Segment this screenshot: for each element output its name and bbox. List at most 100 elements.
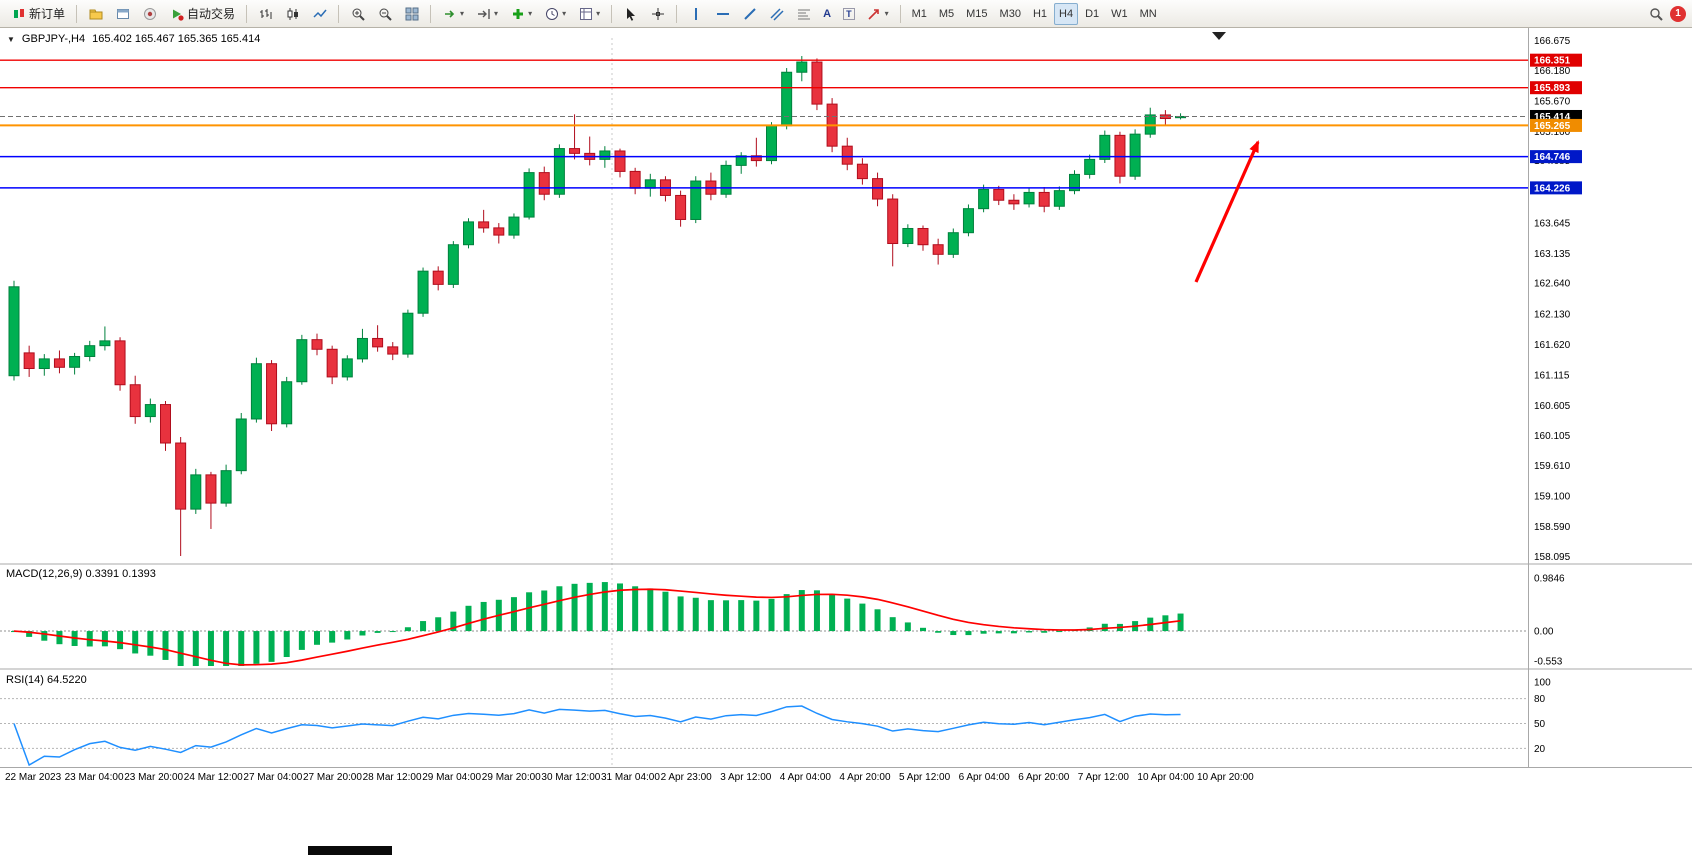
community-icon	[142, 6, 157, 21]
crosshair-button[interactable]	[645, 3, 670, 25]
community-button[interactable]	[137, 3, 162, 25]
svg-text:4 Apr 20:00: 4 Apr 20:00	[839, 772, 891, 783]
templates-button[interactable]: ▾	[573, 3, 605, 25]
svg-text:30 Mar 12:00: 30 Mar 12:00	[541, 772, 600, 783]
candle-up	[356, 337, 368, 360]
candle-up	[796, 61, 808, 73]
fibonacci-button[interactable]	[791, 3, 816, 25]
svg-text:163.645: 163.645	[1534, 218, 1571, 229]
text-button[interactable]: A	[818, 3, 836, 25]
label-button[interactable]: T	[838, 3, 860, 25]
horizontal-line-button[interactable]	[710, 3, 735, 25]
line-chart-icon	[312, 6, 327, 21]
candle-up	[447, 244, 459, 285]
price-box-resistance	[1530, 53, 1582, 67]
notification-badge[interactable]: 1	[1670, 5, 1686, 22]
svg-text:28 Mar 12:00: 28 Mar 12:00	[363, 772, 422, 783]
candle-up	[735, 155, 747, 166]
auto-trading-button[interactable]: 自动交易	[164, 3, 240, 25]
svg-text:29 Mar 20:00: 29 Mar 20:00	[482, 772, 541, 783]
chart-canvas[interactable]: 166.675166.180165.670165.160164.685164.1…	[0, 28, 1692, 855]
candle-down	[1008, 199, 1020, 205]
arrow-tool-icon	[867, 6, 882, 21]
candle-down	[160, 404, 171, 444]
price-box-level	[1530, 118, 1582, 132]
search-button[interactable]	[1643, 3, 1668, 25]
vertical-line-button[interactable]	[683, 3, 708, 25]
candle-up	[341, 358, 353, 378]
candle-down	[872, 178, 884, 200]
toolbar: 新订单 自动交易 ▾ ▾ ▾ ▾ ▾ A T ▾ M1 M5 M15 M30 H…	[0, 0, 1692, 28]
bar-chart-button[interactable]	[253, 3, 278, 25]
candle-down	[53, 358, 65, 368]
timeframe-m30[interactable]: M30	[995, 3, 1026, 25]
candle-up	[720, 164, 732, 195]
tile-windows-button[interactable]	[399, 3, 424, 25]
toolbar-separator	[611, 4, 613, 23]
bar-chart-icon	[258, 6, 273, 21]
svg-text:7 Apr 12:00: 7 Apr 12:00	[1078, 772, 1130, 783]
svg-text:165.670: 165.670	[1534, 97, 1571, 108]
svg-text:166.351: 166.351	[1534, 56, 1571, 67]
autoscroll-button[interactable]: ▾	[437, 3, 469, 25]
zoom-in-button[interactable]	[345, 3, 370, 25]
timeframe-h4[interactable]: H4	[1054, 2, 1079, 25]
indicators-button[interactable]: ▾	[505, 3, 537, 25]
arrows-tool-button[interactable]: ▾	[862, 3, 894, 25]
new-order-button[interactable]: 新订单	[6, 3, 70, 25]
candle-up	[190, 474, 202, 510]
candle-up	[644, 179, 656, 189]
charts-icon	[115, 6, 130, 21]
one-click-collapse-icon[interactable]: ▼	[7, 34, 15, 44]
candlestick-chart-button[interactable]	[280, 3, 305, 25]
candle-up	[947, 232, 959, 255]
svg-text:27 Mar 20:00: 27 Mar 20:00	[303, 772, 362, 783]
timeframe-h1[interactable]: H1	[1028, 3, 1052, 25]
candle-down	[478, 221, 490, 229]
trendline-button[interactable]	[737, 3, 762, 25]
timeframe-m1[interactable]: M1	[907, 3, 932, 25]
trendline-icon	[742, 6, 757, 21]
candle-up	[38, 358, 50, 370]
svg-text:163.135: 163.135	[1534, 249, 1571, 260]
candle-down	[917, 227, 929, 246]
periods-icon	[544, 6, 559, 21]
candle-down	[387, 346, 399, 355]
charts-button[interactable]	[110, 3, 135, 25]
svg-text:10 Apr 20:00: 10 Apr 20:00	[1197, 772, 1254, 783]
profiles-button[interactable]	[83, 3, 108, 25]
new-order-icon	[11, 6, 26, 21]
svg-text:0.00: 0.00	[1534, 627, 1554, 638]
vertical-line-icon	[688, 6, 703, 21]
crosshair-icon	[650, 6, 665, 21]
cursor-button[interactable]	[618, 3, 643, 25]
annotation-arrow[interactable]	[1194, 140, 1260, 283]
svg-text:160.605: 160.605	[1534, 401, 1571, 412]
timeframe-m15[interactable]: M15	[961, 3, 992, 25]
candle-down	[1038, 191, 1050, 207]
timeframe-d1[interactable]: D1	[1080, 3, 1104, 25]
candle-down	[23, 352, 35, 370]
time-scale[interactable]: 22 Mar 2023 23 Mar 04:00 23 Mar 20:00 24 Ma…	[5, 772, 1254, 783]
svg-text:5 Apr 12:00: 5 Apr 12:00	[899, 772, 951, 783]
chart-shift-button[interactable]: ▾	[471, 3, 503, 25]
zoom-in-icon	[350, 6, 365, 21]
timeframe-mn[interactable]: MN	[1135, 3, 1162, 25]
chart-region: 166.675166.180165.670165.160164.685164.1…	[0, 28, 1692, 855]
toolbar-separator	[676, 4, 678, 23]
price-box-support	[1530, 150, 1582, 164]
timeframe-m5[interactable]: M5	[934, 3, 959, 25]
svg-text:159.610: 159.610	[1534, 461, 1571, 472]
candle-up	[296, 339, 308, 383]
periods-button[interactable]: ▾	[539, 3, 571, 25]
channel-button[interactable]	[764, 3, 789, 25]
candle-down	[114, 340, 126, 386]
toolbar-separator	[338, 4, 340, 23]
zoom-out-button[interactable]	[372, 3, 397, 25]
candle-up	[599, 150, 611, 160]
timeframe-w1[interactable]: W1	[1106, 3, 1133, 25]
line-chart-button[interactable]	[307, 3, 332, 25]
zoom-out-icon	[377, 6, 392, 21]
candle-down	[932, 244, 944, 255]
macd-histogram	[11, 582, 1184, 666]
